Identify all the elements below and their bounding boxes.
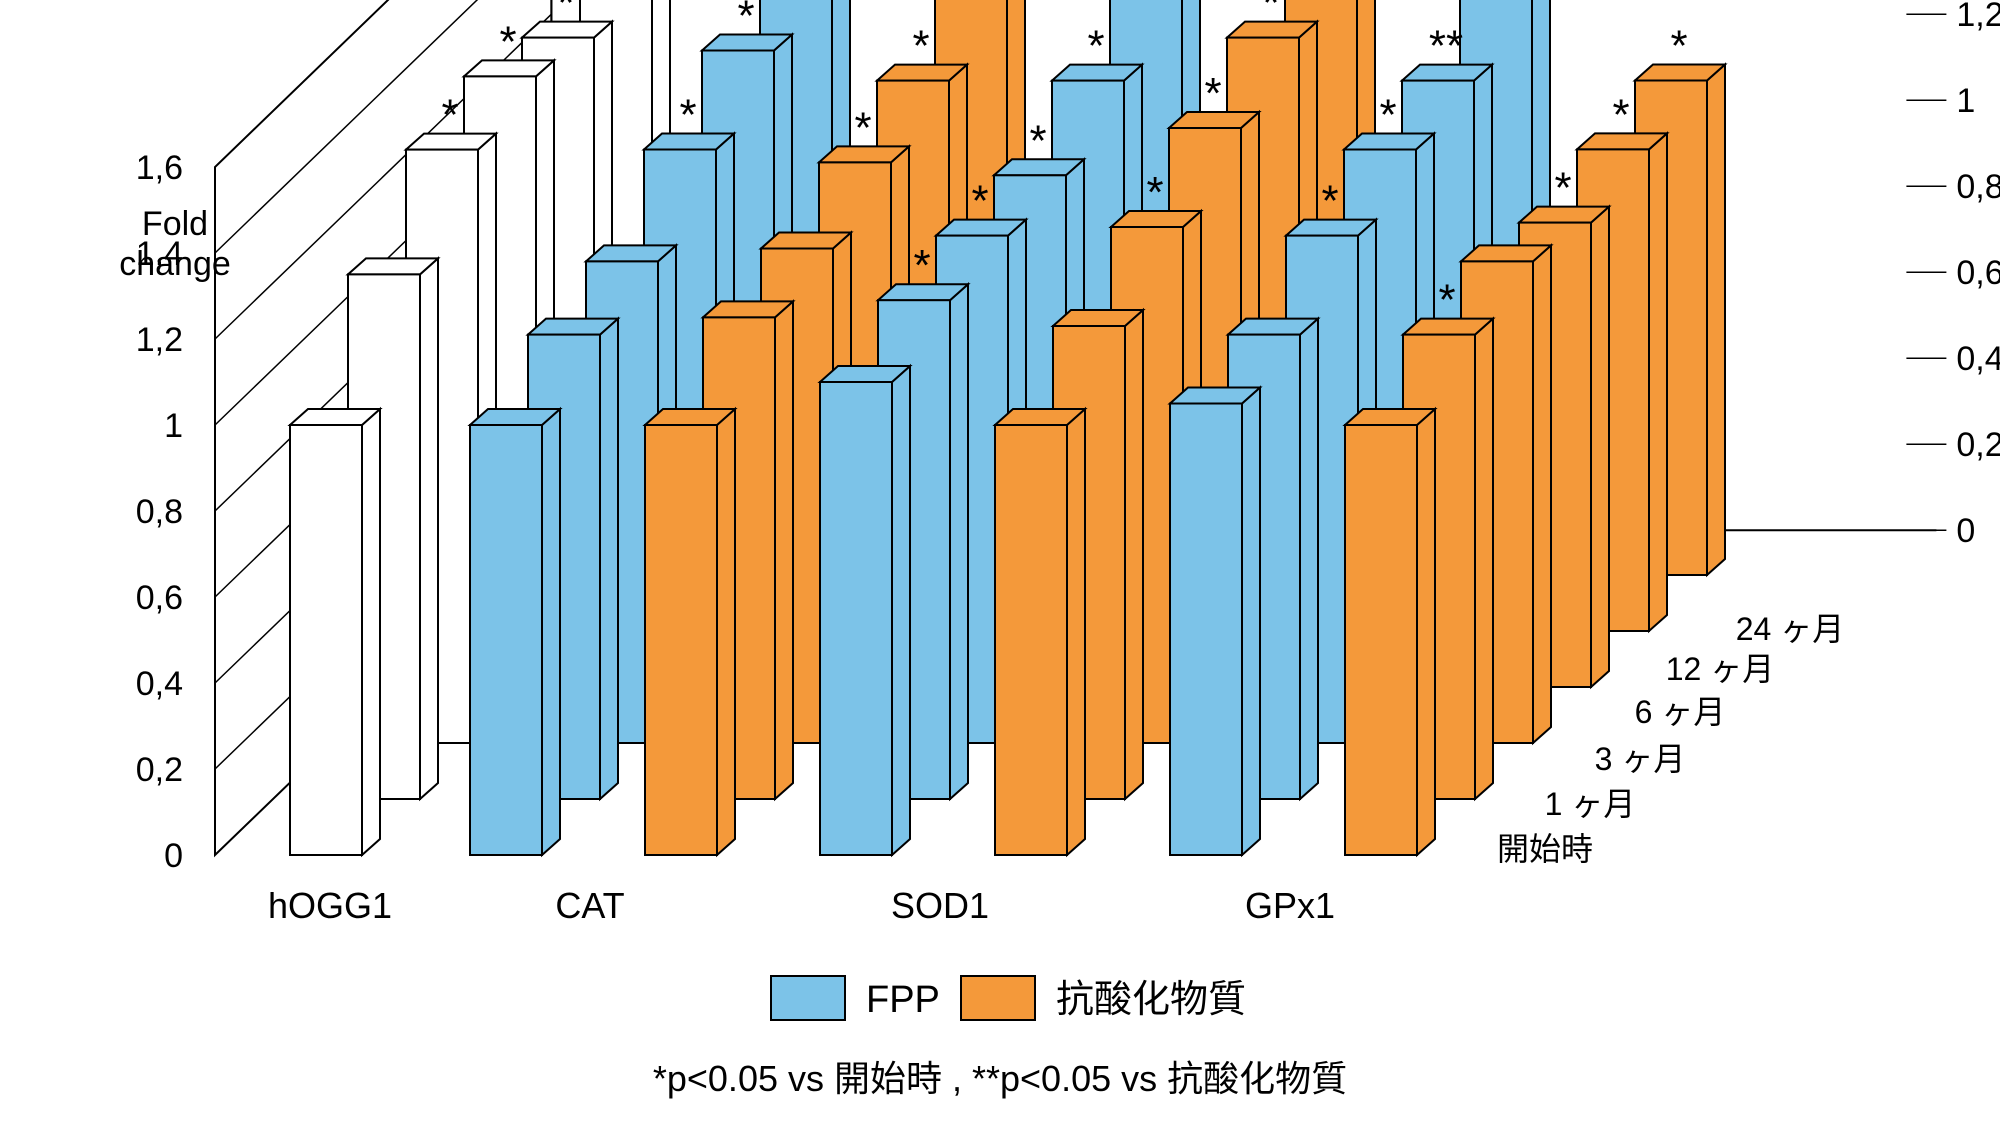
bar-ao-cat-side xyxy=(774,299,794,802)
bar-fpp-gpx1-side xyxy=(1241,385,1261,858)
significance-marker: * xyxy=(499,17,516,66)
significance-marker: * xyxy=(971,177,988,226)
bar-ao-gpx1 xyxy=(1344,424,1418,856)
category-label: GPx1 xyxy=(1245,885,1335,926)
y-axis-title: change xyxy=(119,245,231,283)
significance-marker: * xyxy=(441,91,458,140)
significance-marker: * xyxy=(1670,22,1687,71)
y-tick-label-left: 0 xyxy=(164,837,183,875)
significance-marker: * xyxy=(557,0,574,28)
y-tick-label-left: 1,2 xyxy=(136,321,183,359)
bar-ao-cat-side xyxy=(716,406,736,858)
y-tick-label-left: 1,6 xyxy=(136,149,183,187)
bar-ao-gpx1-side xyxy=(1706,62,1726,578)
significance-marker: * xyxy=(1321,177,1338,226)
bar-fpp-cat xyxy=(469,424,543,856)
legend-swatch-antioxidant xyxy=(960,975,1036,1021)
depth-label: 3 ヶ月 xyxy=(1595,741,1686,777)
y-tick-label-right: 1 xyxy=(1956,82,1975,120)
depth-label: 開始時 xyxy=(1497,831,1593,867)
depth-label: 24 ヶ月 xyxy=(1736,611,1845,647)
y-tick-label-right: 0,6 xyxy=(1956,254,2000,292)
significance-marker: * xyxy=(1612,90,1629,139)
legend-swatch-fpp xyxy=(770,975,846,1021)
labels: 000,20,20,40,40,60,60,80,8111,21,21,41,4… xyxy=(119,0,2000,926)
bar-fpp-sod1-side xyxy=(949,281,969,802)
depth-label: 1 ヶ月 xyxy=(1545,786,1636,822)
y-tick-label-right: 0 xyxy=(1956,512,1975,550)
bar-fpp-sod1 xyxy=(819,381,893,856)
category-label: CAT xyxy=(555,885,624,926)
bar-ao-sod1 xyxy=(994,424,1068,856)
y-tick-label-right: 0,2 xyxy=(1956,426,2000,464)
significance-marker: * xyxy=(1146,168,1163,217)
footnote: *p<0.05 vs 開始時 , **p<0.05 vs 抗酸化物質 xyxy=(652,1058,1348,1099)
bar-ao-gpx1-side xyxy=(1416,406,1436,858)
bar-fpp-sod1-side xyxy=(891,363,911,858)
significance-marker: ** xyxy=(1429,22,1463,71)
significance-marker: * xyxy=(1262,0,1279,28)
left-grid-line xyxy=(214,0,390,168)
bar-ao-sod1-side xyxy=(1066,406,1086,858)
bar-ao-cat xyxy=(644,424,718,856)
bar-ao-gpx1-side xyxy=(1590,204,1610,690)
bar-fpp-gpx1 xyxy=(1169,402,1243,856)
significance-marker: * xyxy=(912,22,929,71)
legend-label-fpp: FPP xyxy=(866,979,940,1021)
legend-label-antioxidant: 抗酸化物質 xyxy=(1056,979,1247,1021)
y-tick-label-left: 0,8 xyxy=(136,493,183,531)
y-tick-label-right: 0,4 xyxy=(1956,340,2000,378)
bar-hogg1 xyxy=(289,424,363,856)
significance-marker: * xyxy=(1204,69,1221,118)
significance-marker: * xyxy=(854,103,871,152)
y-tick-label-left: 1,4 xyxy=(136,235,183,273)
bar-hogg1-side xyxy=(361,406,381,858)
significance-marker: * xyxy=(1087,22,1104,71)
bar-fpp-cat-side xyxy=(599,316,619,802)
bar-fpp-gpx1-side xyxy=(1299,316,1319,802)
y-tick-label-left: 0,6 xyxy=(136,579,183,617)
significance-marker: * xyxy=(1438,276,1455,325)
significance-marker: * xyxy=(1379,91,1396,140)
bars xyxy=(287,0,1728,858)
legend: FPP 抗酸化物質 xyxy=(0,970,2000,1030)
depth-label: 6 ヶ月 xyxy=(1635,694,1726,730)
bar-hogg1-side xyxy=(419,256,439,802)
y-tick-label-right: 1,2 xyxy=(1956,0,2000,34)
y-tick-label-left: 1 xyxy=(164,407,183,445)
category-label: hOGG1 xyxy=(268,885,392,926)
y-axis-title: Fold xyxy=(142,205,208,243)
depth-label: 12 ヶ月 xyxy=(1666,651,1775,687)
significance-marker: * xyxy=(1029,116,1046,165)
bar-ao-gpx1-side xyxy=(1648,131,1668,634)
left-grid-line xyxy=(214,0,479,254)
significance-marker: * xyxy=(1554,164,1571,213)
y-tick-label-left: 0,4 xyxy=(136,665,183,703)
bar-ao-gpx1-side xyxy=(1474,316,1494,802)
significance-marker: * xyxy=(913,241,930,290)
category-label: SOD1 xyxy=(891,885,989,926)
y-tick-label-right: 0,8 xyxy=(1956,168,2000,206)
bar-fpp-cat-side xyxy=(541,406,561,858)
bar-ao-sod1-side xyxy=(1124,307,1144,802)
bar-ao-gpx1-side xyxy=(1532,243,1552,746)
y-tick-label-left: 0,2 xyxy=(136,751,183,789)
significance-marker: * xyxy=(737,0,754,41)
significance-marker: * xyxy=(679,91,696,140)
